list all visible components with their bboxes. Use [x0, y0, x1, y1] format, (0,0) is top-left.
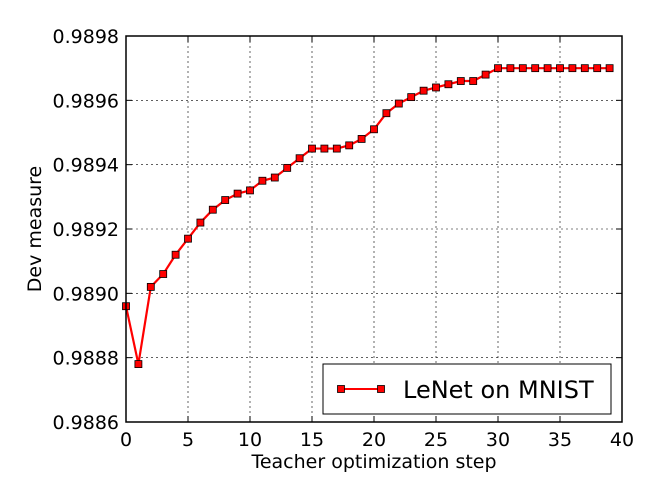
data-point [444, 80, 453, 89]
y-tick-label: 0.9898 [53, 26, 119, 48]
data-point [382, 109, 391, 118]
axis-ticks: 0 5 10 15 20 25 30 35 40 0.9886 0.9888 0.9890 0.9892… [53, 26, 635, 451]
y-tick-label: 0.9896 [53, 90, 119, 112]
data-point [494, 64, 502, 73]
data-point [580, 64, 589, 73]
legend-marker [377, 385, 385, 393]
series-layer [122, 64, 614, 369]
data-point [556, 64, 564, 73]
data-point [146, 282, 155, 291]
data-point [332, 144, 341, 153]
data-point [605, 64, 614, 73]
data-point [320, 144, 329, 153]
data-point [469, 77, 478, 85]
x-tick-label: 35 [548, 429, 572, 451]
data-point [481, 70, 490, 79]
y-axis-title: Dev measure [24, 166, 46, 292]
data-point [357, 135, 366, 143]
data-point [345, 141, 354, 150]
x-tick-label: 15 [300, 429, 324, 451]
y-tick-label: 0.9890 [53, 283, 119, 305]
data-point [171, 250, 180, 259]
x-tick-label: 30 [486, 429, 510, 451]
data-point [370, 125, 378, 134]
x-tick-label: 40 [610, 429, 634, 451]
data-point [518, 64, 527, 73]
y-tick-label: 0.9888 [53, 348, 119, 370]
x-tick-label: 20 [362, 429, 386, 451]
data-point [593, 64, 602, 73]
data-point [506, 64, 515, 73]
data-point [159, 270, 168, 278]
x-tick-label: 10 [238, 429, 262, 451]
data-point [419, 86, 428, 95]
data-point [134, 360, 143, 369]
data-point [270, 173, 279, 182]
data-point [184, 234, 192, 243]
series-line [124, 67, 610, 366]
data-point [543, 64, 552, 73]
legend-marker [337, 385, 345, 393]
data-point [196, 218, 205, 227]
data-point [531, 64, 540, 73]
data-point [456, 77, 465, 85]
data-point [258, 176, 267, 185]
data-point [432, 83, 440, 92]
data-point [221, 196, 230, 204]
data-point [295, 154, 304, 163]
data-point [394, 99, 403, 108]
y-tick-label: 0.9894 [53, 155, 119, 177]
data-point [283, 163, 292, 172]
x-axis-title: Teacher optimization step [250, 451, 496, 473]
x-tick-label: 5 [182, 429, 194, 451]
x-tick-label: 0 [120, 429, 132, 451]
data-point [568, 64, 577, 73]
data-point [407, 93, 416, 102]
y-tick-label: 0.9886 [53, 412, 119, 434]
legend: LeNet on MNIST [322, 363, 612, 415]
y-tick-label: 0.9892 [53, 219, 119, 241]
data-point [246, 186, 254, 195]
data-point [233, 189, 242, 198]
data-point [308, 144, 316, 153]
data-point [208, 205, 217, 214]
x-tick-label: 25 [424, 429, 448, 451]
legend-label: LeNet on MNIST [403, 376, 594, 404]
